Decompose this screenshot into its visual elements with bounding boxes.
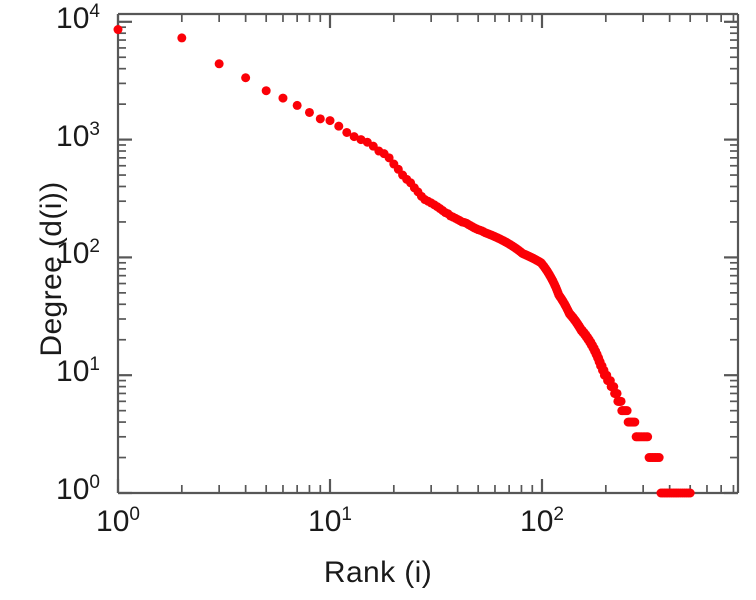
data-point [325, 116, 335, 126]
x-tick-exponent: 1 [341, 504, 352, 525]
y-tick-label: 104 [8, 2, 100, 36]
data-point [685, 488, 695, 498]
x-tick-label: 101 [285, 505, 375, 539]
x-tick-label: 100 [73, 505, 163, 539]
data-point [349, 132, 359, 142]
data-point [609, 382, 619, 392]
x-tick-base: 10 [96, 505, 130, 538]
y-tick-exponent: 3 [89, 118, 100, 140]
data-point [384, 153, 394, 163]
data-point [622, 406, 632, 416]
data-point [177, 33, 187, 43]
x-axis-label: Rank (i) [323, 556, 433, 589]
axes-frame [116, 12, 740, 495]
data-point [278, 93, 288, 103]
data-points [113, 25, 695, 498]
data-point [654, 453, 664, 463]
y-tick-base: 10 [56, 119, 90, 153]
data-point [261, 86, 271, 96]
axis-ticks [116, 14, 738, 495]
x-tick-exponent: 2 [553, 504, 564, 525]
x-tick-base: 10 [520, 505, 554, 538]
y-tick-base: 10 [56, 473, 90, 506]
data-point [616, 396, 626, 406]
data-point [304, 107, 314, 117]
y-tick-base: 10 [56, 355, 90, 389]
data-point [214, 59, 224, 69]
y-tick-exponent: 0 [89, 472, 100, 493]
data-point [342, 127, 352, 137]
x-tick-label: 102 [497, 505, 587, 539]
y-tick-label: 103 [8, 120, 100, 154]
data-point [612, 388, 622, 398]
data-point [630, 417, 640, 427]
y-tick-base: 10 [56, 1, 90, 35]
data-point [241, 73, 251, 83]
y-tick-label: 100 [8, 473, 100, 507]
data-point [113, 25, 123, 35]
data-point [315, 114, 325, 124]
x-tick-base: 10 [308, 505, 342, 538]
y-tick-exponent: 1 [89, 354, 100, 376]
y-tick-exponent: 4 [89, 0, 100, 22]
y-axis-label: Degree (d(i)) [35, 181, 68, 357]
y-tick-label: 102 [8, 237, 100, 271]
y-tick-exponent: 2 [89, 236, 100, 258]
y-tick-label: 101 [8, 355, 100, 389]
data-point [643, 432, 653, 442]
data-point [334, 121, 344, 131]
data-point [292, 100, 302, 110]
y-tick-base: 10 [56, 237, 90, 271]
x-tick-exponent: 0 [129, 504, 140, 525]
